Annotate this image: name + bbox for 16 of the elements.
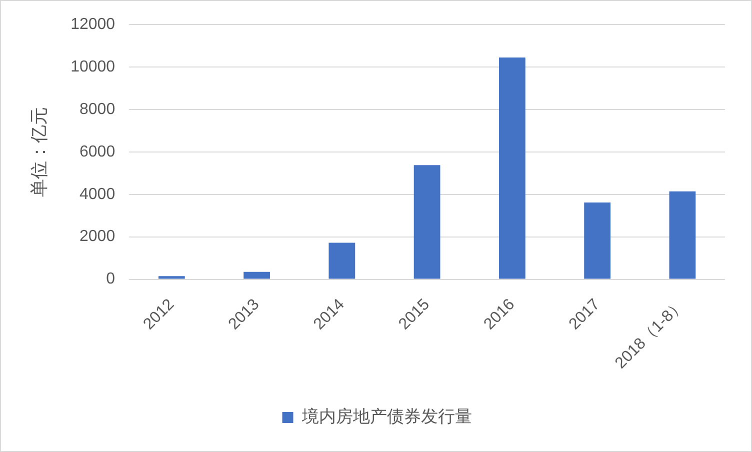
- legend-label: 境内房地产债券发行量: [300, 407, 472, 426]
- bar: [414, 165, 440, 279]
- y-tick-label: 12000: [70, 16, 116, 34]
- bar: [158, 276, 185, 279]
- y-tick-label: 2000: [80, 228, 116, 246]
- bar: [328, 242, 356, 279]
- y-tick-label: 6000: [80, 143, 116, 160]
- bar: [498, 57, 526, 279]
- bar: [669, 191, 696, 279]
- y-axis-title: 单位：亿元: [28, 106, 49, 197]
- y-tick-label: 8000: [80, 100, 116, 118]
- y-tick-label: 10000: [70, 58, 116, 76]
- y-tick-label: 4000: [80, 186, 116, 203]
- bar: [244, 272, 270, 279]
- bar: [584, 202, 610, 279]
- y-tick-label: 0: [106, 270, 116, 288]
